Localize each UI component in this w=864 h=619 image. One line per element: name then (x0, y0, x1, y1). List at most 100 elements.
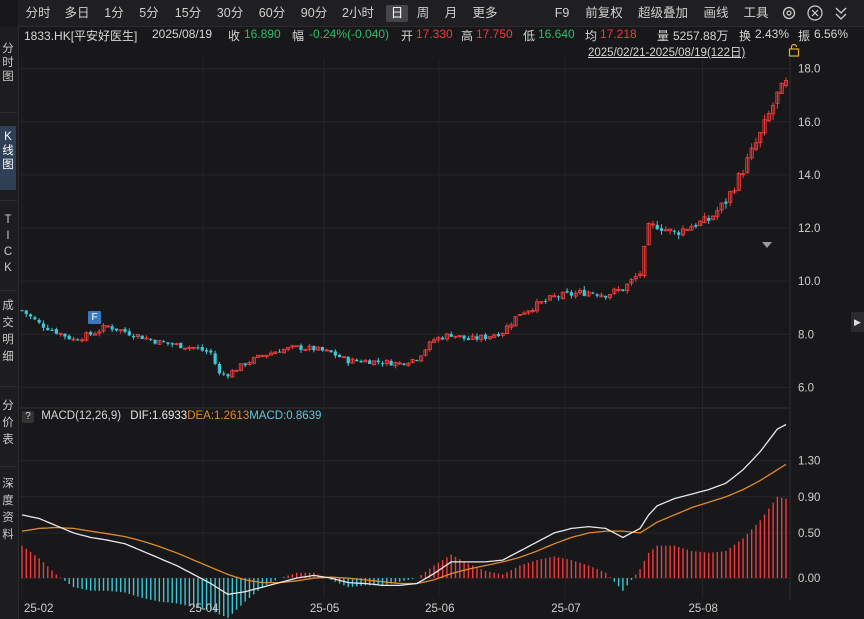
candle-body (393, 361, 398, 367)
quote-bar: 1833.HK[平安好医生] 2025/08/19 收 16.890 幅 -0.… (18, 26, 864, 43)
candle-body (762, 119, 767, 134)
candle-body (612, 288, 617, 294)
candlesticks (20, 77, 789, 380)
period-tab[interactable]: 2小时 (342, 6, 374, 20)
candle-body (101, 325, 106, 332)
candle-body (517, 314, 522, 316)
candle-body (286, 347, 291, 350)
candle-body (569, 292, 573, 296)
candle-body (230, 370, 235, 378)
sidebar-item-timeshare[interactable]: 分时图 (2, 43, 14, 83)
candle-body (509, 324, 514, 328)
volume-value: 5257.88万 (673, 29, 729, 43)
candle-body (243, 363, 247, 366)
candle-body (118, 329, 123, 332)
candle-body (320, 347, 325, 351)
candle-body (200, 347, 204, 351)
time-tick-label: 25-07 (551, 603, 580, 615)
period-tab[interactable]: 月 (444, 6, 458, 20)
candle-body (355, 359, 359, 362)
period-tab[interactable]: 5分 (139, 6, 159, 20)
period-tab[interactable]: 分时 (25, 6, 51, 20)
sidebar-item-kline[interactable]: K线图 (0, 126, 16, 190)
candle-body (444, 333, 449, 340)
sidebar-item-price-table[interactable]: 分价表 (2, 400, 14, 446)
candle-body (479, 334, 484, 341)
period-tab[interactable]: 15分 (174, 6, 202, 20)
candle-body (204, 350, 209, 352)
help-icon[interactable]: ? (22, 411, 34, 423)
candle-body (783, 80, 789, 87)
date-range[interactable]: 2025/02/21-2025/08/19(122日) (588, 47, 746, 59)
adjust-button[interactable]: 前复权 (585, 6, 623, 20)
candle-body (350, 358, 355, 364)
candle-body (633, 276, 638, 280)
candle-body (522, 312, 527, 315)
tools-button[interactable]: 工具 (743, 6, 769, 20)
candle-body (689, 225, 694, 231)
candle-body (58, 332, 63, 335)
candle-body (140, 335, 144, 340)
price-tick-label: 14.0 (798, 170, 820, 182)
candle-body (638, 273, 643, 276)
candle-body (135, 334, 140, 337)
period-tab[interactable]: 30分 (216, 6, 244, 20)
candle-body (234, 369, 239, 372)
candle-body (46, 327, 50, 331)
candle-body (419, 355, 424, 362)
candle-body (732, 190, 737, 193)
candle-body (745, 157, 750, 174)
settings-icon[interactable] (780, 4, 798, 22)
candle-body (496, 334, 501, 337)
candle-body (616, 288, 621, 291)
period-tab[interactable]: 周 (416, 6, 430, 20)
price-tick-label: 8.0 (798, 329, 814, 341)
event-marker-f[interactable]: F (88, 311, 101, 324)
sidebar-item-depth[interactable]: 深度资料 (2, 478, 14, 541)
change-value: -0.24%(-0.040) (309, 27, 390, 41)
candle-body (196, 347, 200, 349)
period-tab[interactable]: 60分 (258, 6, 286, 20)
candle-body (187, 346, 192, 349)
candle-body (170, 343, 174, 345)
close-icon[interactable] (806, 4, 824, 22)
candle-body (217, 364, 222, 374)
expand-right-icon[interactable]: ▶ (851, 312, 864, 332)
candle-body (299, 345, 303, 351)
candle-body (389, 360, 393, 366)
period-tab[interactable]: 多日 (64, 6, 90, 20)
candle-body (209, 350, 213, 353)
candle-body (753, 142, 759, 150)
draw-button[interactable]: 画线 (703, 6, 729, 20)
candle-body (303, 349, 308, 352)
candle-body (251, 357, 256, 364)
collapse-icon[interactable] (832, 4, 850, 22)
period-tab-day[interactable]: 日 (386, 5, 408, 22)
candle-body (238, 363, 243, 371)
price-tick-label: 10.0 (798, 276, 820, 288)
overlay-button[interactable]: 超级叠加 (637, 6, 688, 20)
candle-body (719, 202, 724, 211)
candle-body (24, 310, 28, 315)
avg-value: 17.218 (600, 27, 637, 41)
candle-body (728, 191, 733, 203)
candle-body (492, 334, 497, 338)
f9-button[interactable]: F9 (554, 6, 570, 20)
macd-tick-label: 0.00 (798, 573, 820, 585)
candle-body (659, 228, 664, 231)
period-tab[interactable]: 1分 (104, 6, 124, 20)
candle-body (277, 351, 282, 353)
sidebar-item-trades[interactable]: 成交明细 (2, 300, 14, 363)
amplitude-label: 振 (798, 29, 811, 43)
more-menu[interactable]: 更多 (472, 6, 498, 20)
lock-icon[interactable] (788, 43, 800, 57)
candle-body (359, 361, 363, 363)
candle-body (368, 360, 372, 364)
candle-body (423, 349, 428, 356)
sidebar-item-tick[interactable]: TICK (3, 214, 13, 274)
period-tab[interactable]: 90分 (300, 6, 328, 20)
candle-body (222, 373, 226, 375)
candle-body (466, 338, 470, 341)
candle-body (89, 331, 93, 335)
